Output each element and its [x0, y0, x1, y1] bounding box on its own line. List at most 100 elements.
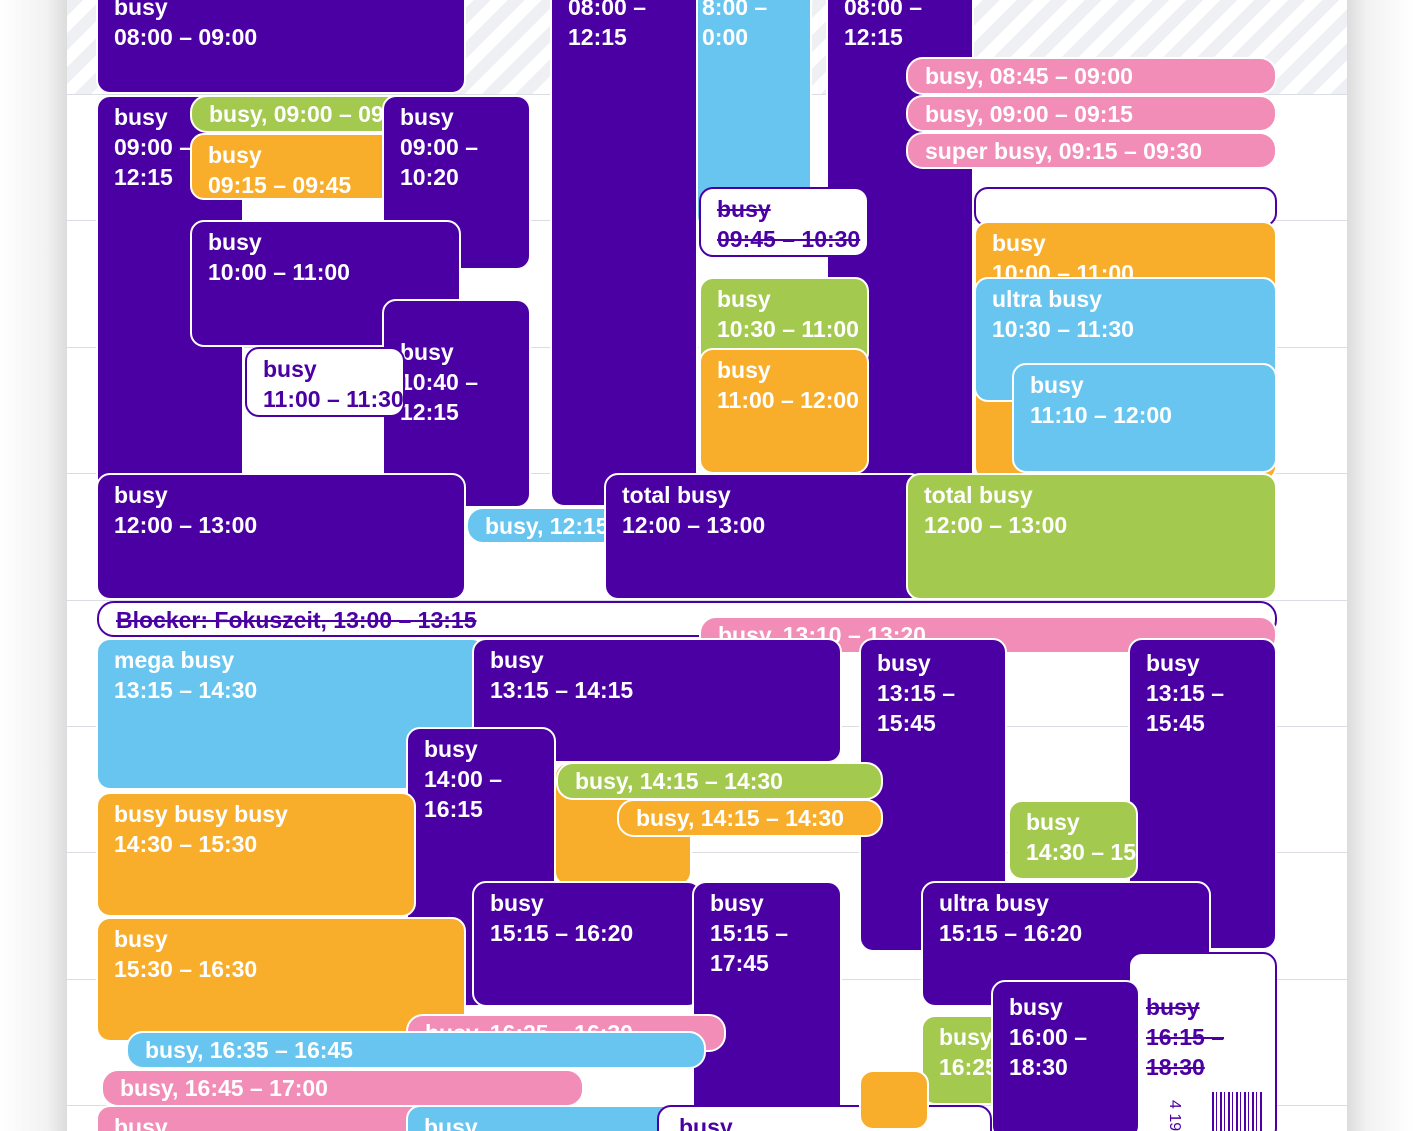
event-text-line: busy [992, 196, 1046, 222]
calendar-event-e22[interactable]: busy, 12:15 – 12:30 [466, 507, 626, 544]
event-text-line: 12:15 [568, 24, 627, 50]
event-text-line: busy [1030, 372, 1084, 398]
event-text-line: 18:30 [1009, 1054, 1068, 1080]
calendar-event-e38[interactable]: busy 15:15 – 17:45 [692, 881, 842, 1131]
event-text-line: busy [263, 356, 317, 382]
event-text-line: 10:40 – [400, 369, 479, 395]
event-text-line: busy, 08:45 – 09:00 [925, 63, 1133, 89]
event-text-line: 09:00 – [400, 134, 479, 160]
calendar-event-e45[interactable]: busy, 16:45 – 17:00 [101, 1069, 584, 1107]
event-text-line: busy [114, 1114, 168, 1131]
page-shadow-left [0, 0, 67, 1131]
event-text-line: 11:00 – 11:30 [263, 386, 404, 412]
event-text-line: busy [992, 230, 1046, 256]
calendar-event-e35[interactable]: busy 14:30 – 15:00 [1008, 800, 1138, 880]
calendar-event-e46[interactable]: busy [96, 1105, 466, 1131]
calendar-event-e24[interactable]: total busy 12:00 – 13:00 [906, 473, 1277, 600]
event-text-line: busy [208, 142, 262, 168]
calendar-event-e42[interactable]: busy 16:00 – 18:30 [991, 980, 1140, 1131]
event-text-line: busy [114, 482, 168, 508]
event-text-line: busy [1146, 994, 1200, 1020]
event-text-line: mega busy [114, 647, 235, 673]
event-text-line: 13:15 – [877, 680, 956, 706]
page-shadow-right [1347, 0, 1414, 1131]
event-text-line: busy [717, 286, 771, 312]
calendar-event-e17[interactable]: busy 11:00 – 12:00 [699, 348, 869, 474]
event-text-line: 14:30 – 15:30 [114, 831, 258, 857]
event-text-line: 08:00 – [844, 0, 923, 20]
calendar-event-e37[interactable]: busy 15:15 – 16:20 [472, 881, 702, 1007]
event-text-line: total busy [924, 482, 1033, 508]
hour-line [67, 600, 1347, 601]
event-text-line: total busy [622, 482, 731, 508]
event-text-line: 17:45 [710, 950, 769, 976]
event-text-line: 12:00 – 13:00 [114, 512, 258, 538]
event-text-line: busy, 16:35 – 16:45 [145, 1037, 353, 1063]
event-text-line: 09:00 – [114, 134, 193, 160]
calendar-event-e21[interactable]: busy 12:00 – 13:00 [96, 473, 466, 600]
event-text-line: 12:15 [844, 24, 903, 50]
calendar-event-e33[interactable]: busy, 14:15 – 14:30 [617, 799, 883, 837]
barcode-number: 4 196 [1166, 1100, 1183, 1131]
calendar-event-e20[interactable]: busy 11:00 – 11:30 [245, 347, 405, 417]
calendar-event-e2[interactable]: 08:00 – 12:15 [550, 0, 698, 507]
event-text-line: 15:30 – 16:30 [114, 956, 258, 982]
event-text-line: 13:15 – 14:15 [490, 677, 634, 703]
calendar-event-e10[interactable]: busy 09:15 – 09:45 [190, 133, 420, 200]
calendar-event-e6[interactable]: busy, 09:00 – 09:15 [906, 95, 1277, 132]
event-text-line: 8:00 – [702, 0, 768, 20]
event-text-line: busy [1009, 994, 1063, 1020]
event-text-line: 0:00 [702, 24, 749, 50]
calendar-event-e5[interactable]: busy, 08:45 – 09:00 [906, 57, 1277, 95]
event-text-line: 16:25 – 16:45 [939, 1054, 1009, 1080]
calendar-event-e18[interactable]: busy 11:10 – 12:00 [1012, 363, 1277, 473]
event-text-line: 11:00 – 12:00 [717, 387, 859, 413]
calendar-event-e34[interactable]: busy busy busy 14:30 – 15:30 [96, 792, 416, 917]
event-text-line: super busy, 09:15 – 09:30 [925, 138, 1202, 164]
calendar-event-e50[interactable]: busy [657, 1105, 992, 1131]
calendar-event-e12[interactable]: busy 10:00 – 11:00 [190, 220, 461, 347]
event-text-line: busy [400, 104, 454, 130]
event-text-line: 08:00 – [568, 0, 647, 20]
event-text-line: busy [717, 357, 771, 383]
event-text-line: 10:30 – 11:00 [717, 316, 859, 342]
calendar-event-e44[interactable]: busy, 16:35 – 16:45 [126, 1031, 706, 1069]
calendar-event-e32[interactable]: busy, 14:15 – 14:30 [556, 762, 883, 800]
calendar-event-e9[interactable]: busy, 09:00 – 09:15 [190, 95, 420, 133]
event-text-line: 15:15 – 16:20 [490, 920, 634, 946]
calendar-event-e13[interactable]: busy 09:45 – 10:30 [699, 187, 869, 257]
calendar-event-e23[interactable]: total busy 12:00 – 13:00 [604, 473, 924, 600]
event-text-line: busy [424, 736, 478, 762]
event-text-line: 09:45 – 10:30 [717, 226, 861, 252]
event-text-line: busy [1026, 809, 1080, 835]
event-text-line: 15:15 – 16:20 [939, 920, 1083, 946]
event-text-line: busy [717, 196, 771, 222]
calendar-event-e7[interactable]: super busy, 09:15 – 09:30 [906, 132, 1277, 169]
event-text-line: 13:15 – 14:30 [114, 677, 258, 703]
event-text-line: 15:15 – [710, 920, 789, 946]
event-text-line: 16:15 – [1146, 1024, 1225, 1050]
barcode-graphic [1212, 1092, 1262, 1131]
event-text-line: busy, 09:00 – 09:15 [925, 101, 1133, 127]
event-text-line: busy [490, 647, 544, 673]
calendar-event-e1[interactable]: busy 08:00 – 09:00 [96, 0, 466, 94]
event-text-line: busy [400, 339, 454, 365]
event-text-line: busy [114, 104, 168, 130]
event-text-line: 10:00 – 11:00 [208, 259, 350, 285]
event-text-line: ultra busy [992, 286, 1102, 312]
event-text-line: busy busy busy [114, 801, 288, 827]
hour-line [67, 852, 1347, 853]
event-text-line: busy [490, 890, 544, 916]
event-text-line: busy, 09:00 – 09:15 [209, 101, 417, 127]
event-text-line: 18:30 [1146, 1054, 1205, 1080]
event-text-line: 16:00 – [1009, 1024, 1088, 1050]
event-text-line: 15:45 [1146, 710, 1205, 736]
event-text-line: 10:20 [400, 164, 459, 190]
event-text-line: 11:10 – 12:00 [1030, 402, 1172, 428]
event-text-line: busy, 12:15 – 12:30 [485, 513, 624, 539]
event-text-line: busy [114, 926, 168, 952]
event-text-line: busy [710, 890, 764, 916]
event-text-line: busy [114, 0, 168, 20]
event-text-line: 14:30 – 15:00 [1026, 839, 1136, 865]
event-text-line: busy [208, 229, 262, 255]
